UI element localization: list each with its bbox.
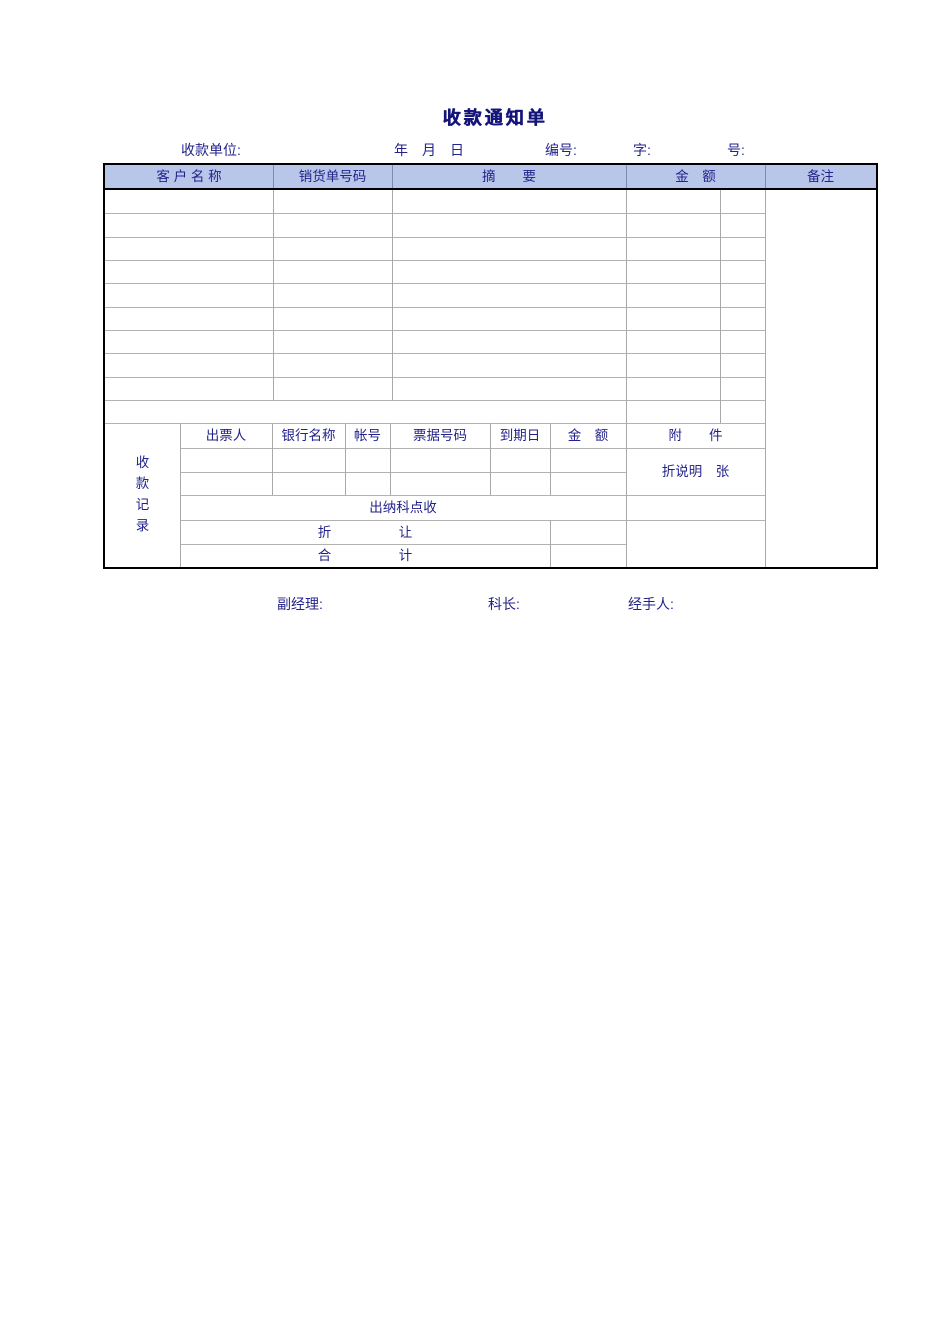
header-customer-name: 客 户 名 称 bbox=[156, 169, 222, 184]
grid-line bbox=[273, 190, 274, 400]
grid-line bbox=[345, 423, 346, 495]
subheader-bank-name: 银行名称 bbox=[281, 428, 336, 443]
grid-line bbox=[180, 448, 765, 449]
grid-line bbox=[105, 353, 765, 354]
grid-line bbox=[490, 423, 491, 495]
page-title: 收款通知单 bbox=[442, 108, 548, 128]
grid-line bbox=[765, 190, 766, 567]
header-separator bbox=[626, 165, 627, 188]
discount-label: 折 让 bbox=[317, 525, 413, 540]
grid-line bbox=[105, 213, 765, 214]
grid-line bbox=[105, 423, 765, 424]
subheader-attachment: 附 件 bbox=[668, 428, 723, 443]
grid-line bbox=[105, 377, 765, 378]
attachment-note: 折说明 张 bbox=[661, 464, 730, 479]
subheader-bill-no: 票据号码 bbox=[413, 428, 467, 443]
grid-line bbox=[180, 544, 626, 545]
grid-line bbox=[180, 495, 765, 496]
subheader-account-no: 帐号 bbox=[354, 428, 381, 443]
grid-line bbox=[105, 400, 765, 401]
header-sales-order-no: 销货单号码 bbox=[298, 169, 367, 184]
header-separator bbox=[765, 165, 766, 188]
grid-line bbox=[180, 520, 765, 521]
header-remark: 备注 bbox=[807, 169, 834, 184]
grid-line bbox=[272, 423, 273, 495]
subheader-drawer: 出票人 bbox=[205, 428, 247, 443]
grid-line bbox=[720, 190, 721, 423]
grid-line bbox=[180, 423, 181, 567]
header-separator bbox=[273, 165, 274, 188]
grid-line bbox=[626, 190, 627, 567]
header-amount: 金 额 bbox=[675, 169, 716, 184]
grid-line bbox=[392, 190, 393, 400]
number-label: 编号: bbox=[545, 142, 577, 158]
grid-line bbox=[550, 520, 551, 567]
table-header-row: 客 户 名 称 销货单号码 摘 要 金 额 备注 bbox=[105, 165, 876, 190]
subheader-amount: 金 额 bbox=[567, 428, 609, 443]
total-label: 合 计 bbox=[317, 548, 413, 563]
subheader-due-date: 到期日 bbox=[499, 428, 541, 443]
grid-line bbox=[105, 237, 765, 238]
grid-line bbox=[550, 423, 551, 495]
grid-line bbox=[105, 283, 765, 284]
header-separator bbox=[392, 165, 393, 188]
payment-record-label: 收款记录 bbox=[135, 455, 150, 533]
receiving-unit-label: 收款单位: bbox=[181, 142, 241, 158]
date-label: 年 月 日 bbox=[394, 142, 464, 158]
section-chief-label: 科长: bbox=[488, 596, 520, 612]
grid-line bbox=[105, 307, 765, 308]
handler-label: 经手人: bbox=[628, 596, 674, 612]
hao-label: 号: bbox=[727, 142, 745, 158]
cashier-check-label: 出纳科点收 bbox=[369, 500, 437, 515]
grid-line bbox=[105, 260, 765, 261]
deputy-manager-label: 副经理: bbox=[277, 596, 323, 612]
grid-line bbox=[390, 423, 391, 495]
grid-line bbox=[105, 330, 765, 331]
grid-line bbox=[180, 472, 626, 473]
header-summary: 摘 要 bbox=[482, 169, 536, 184]
zi-label: 字: bbox=[633, 142, 651, 158]
notice-table: 客 户 名 称 销货单号码 摘 要 金 额 备注 bbox=[103, 163, 878, 569]
